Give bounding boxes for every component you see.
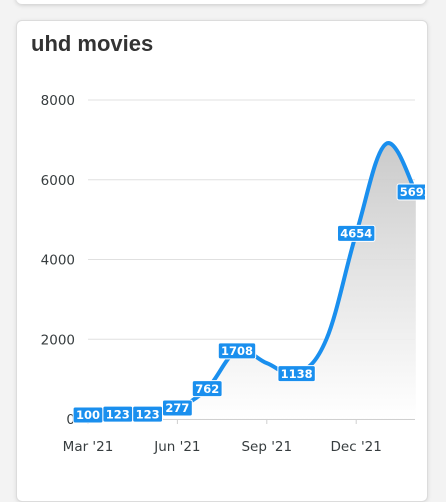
data-label-box bbox=[217, 342, 257, 360]
x-tick-label: Dec '21 bbox=[331, 439, 382, 455]
data-label-box bbox=[162, 399, 193, 417]
data-label: 100 bbox=[72, 406, 104, 424]
data-label-box bbox=[337, 224, 376, 242]
data-label-text: 4654 bbox=[340, 227, 372, 241]
data-label-text: 100 bbox=[76, 408, 100, 422]
previous-card bbox=[16, 0, 426, 4]
x-tick-label: Sep '21 bbox=[241, 439, 292, 455]
y-tick-label: 8000 bbox=[41, 93, 75, 109]
card-title: uhd movies bbox=[31, 31, 154, 56]
x-tick-label: Jun '21 bbox=[153, 439, 200, 455]
data-label: 762 bbox=[191, 380, 223, 398]
y-tick-label: 0 bbox=[66, 412, 75, 428]
data-label-text: 277 bbox=[165, 401, 189, 415]
data-label-text: 123 bbox=[106, 407, 130, 421]
data-label-text: 1708 bbox=[221, 344, 253, 358]
data-label: 1708 bbox=[217, 342, 257, 360]
data-label-box bbox=[277, 365, 316, 383]
data-label: 5692 bbox=[396, 183, 432, 201]
x-tick-label: Mar '21 bbox=[63, 439, 114, 455]
y-tick-label: 4000 bbox=[41, 253, 75, 269]
data-label-text: 5692 bbox=[400, 185, 432, 199]
series-area bbox=[88, 143, 416, 420]
data-label-box bbox=[396, 183, 425, 201]
data-label: 1138 bbox=[277, 365, 316, 383]
y-tick-label: 2000 bbox=[41, 332, 75, 348]
data-label-text: 123 bbox=[136, 407, 160, 421]
data-label: 123 bbox=[132, 405, 163, 423]
data-label: 4654 bbox=[337, 224, 376, 242]
data-label: 123 bbox=[102, 405, 134, 423]
data-label: 277 bbox=[162, 399, 193, 417]
data-label-box bbox=[191, 380, 223, 398]
data-label-text: 1138 bbox=[281, 367, 313, 381]
area-chart: 0 2000 4000 6000 8000 Mar '21 Jun '21 Sep '21 De… bbox=[41, 93, 432, 455]
y-tick-label: 6000 bbox=[41, 173, 75, 189]
data-label-text: 762 bbox=[195, 382, 219, 396]
